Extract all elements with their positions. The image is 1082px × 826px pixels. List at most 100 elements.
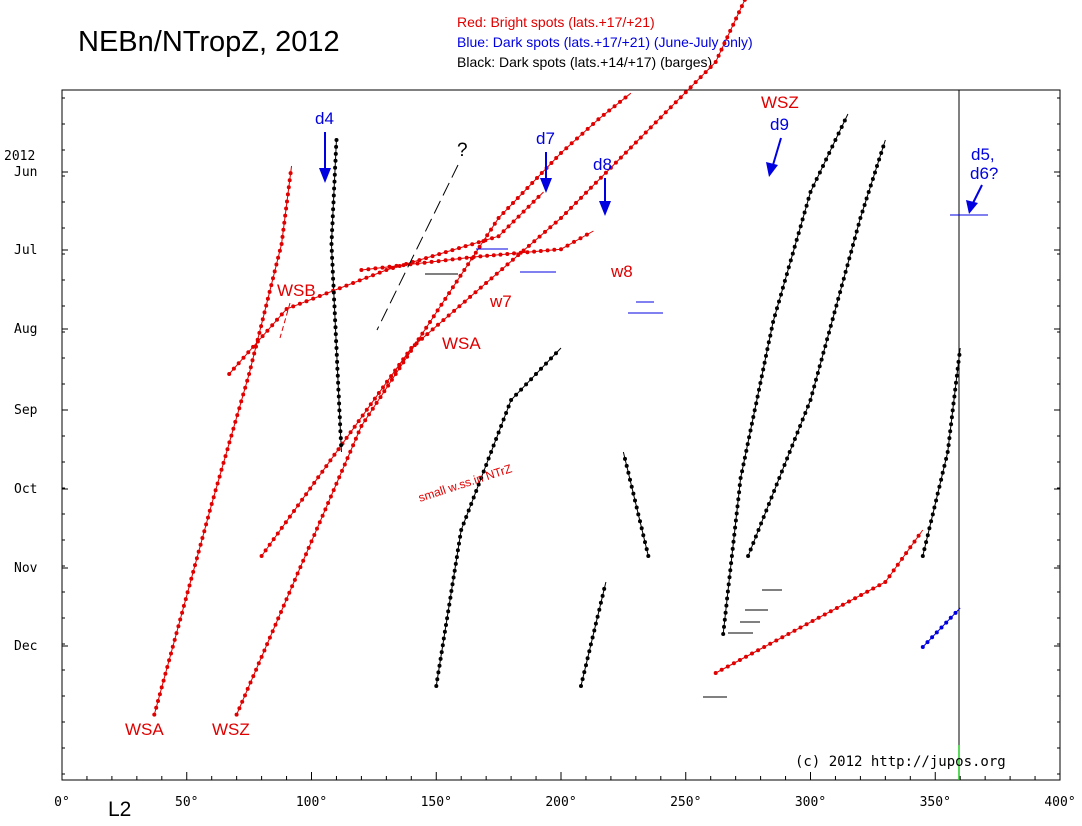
data-point [746, 554, 751, 558]
data-point [189, 576, 194, 581]
data-point [948, 615, 953, 620]
data-point [239, 399, 244, 404]
data-point [332, 311, 337, 316]
data-point [277, 248, 282, 253]
data-point [328, 458, 333, 463]
data-point [458, 273, 463, 278]
data-point [638, 519, 642, 524]
legend-red: Red: Bright spots (lats.+17/+21) [457, 14, 655, 30]
data-point [757, 387, 761, 392]
data-point [864, 196, 869, 201]
dashed-track-wsb [279, 302, 291, 339]
data-point [725, 35, 730, 40]
data-point [773, 313, 777, 318]
data-point [834, 606, 839, 610]
data-point [353, 436, 358, 441]
data-point [450, 248, 455, 253]
data-point [658, 115, 663, 120]
data-point [337, 401, 342, 406]
data-point [485, 253, 490, 258]
data-point [385, 379, 389, 384]
data-point [292, 509, 296, 513]
data-point [440, 643, 445, 648]
data-point [334, 144, 339, 149]
data-point [264, 303, 269, 308]
annotation-d4: d4 [315, 109, 334, 128]
data-point [780, 635, 785, 640]
data-point [543, 229, 547, 234]
data-point [241, 392, 246, 397]
data-point [944, 620, 949, 625]
data-point [559, 216, 563, 220]
data-point [565, 243, 570, 248]
data-point [755, 394, 760, 399]
data-point [574, 200, 578, 205]
data-point [868, 183, 873, 188]
data-point [430, 254, 435, 259]
data-point [471, 255, 476, 259]
data-point [345, 456, 350, 461]
data-point [382, 389, 387, 394]
data-point [939, 625, 944, 630]
data-point [526, 204, 531, 209]
data-point [808, 190, 813, 194]
data-point [331, 207, 336, 212]
data-point [593, 621, 598, 626]
data-point [758, 381, 763, 385]
data-point [713, 671, 718, 675]
data-point [336, 394, 341, 399]
data-point [351, 443, 356, 448]
data-point [492, 221, 497, 226]
x-tick-label: 100° [296, 795, 327, 810]
data-point [775, 306, 779, 311]
data-point [879, 151, 884, 155]
data-point [270, 629, 275, 634]
data-point [803, 411, 808, 415]
data-point [263, 548, 268, 553]
data-point [731, 661, 736, 666]
data-point [384, 268, 389, 272]
data-point [446, 609, 451, 614]
x-axis-label: L2 [108, 798, 131, 821]
data-point [887, 574, 892, 579]
data-point [334, 481, 339, 486]
data-point [206, 515, 210, 520]
data-point [438, 656, 443, 661]
data-point [424, 256, 428, 261]
data-point [646, 554, 651, 558]
data-point [824, 157, 829, 162]
data-point [536, 194, 541, 199]
data-point [768, 333, 773, 338]
data-point [744, 448, 749, 453]
data-point [430, 327, 435, 332]
data-point [749, 421, 754, 426]
data-point [814, 177, 819, 181]
data-point [284, 307, 289, 311]
data-point [532, 249, 537, 254]
annotation-wsa-mid: WSA [442, 334, 481, 353]
data-point [739, 4, 744, 9]
data-point [765, 347, 770, 352]
chart-title: NEBn/NTropZ, 2012 [78, 26, 340, 58]
data-point [193, 563, 197, 568]
data-point [624, 463, 629, 468]
data-point [457, 256, 462, 261]
data-point [163, 671, 168, 676]
data-point [858, 216, 863, 220]
data-point [429, 259, 434, 264]
data-point [337, 415, 342, 420]
data-point [922, 547, 927, 552]
data-point [934, 498, 939, 503]
data-point [761, 367, 766, 372]
data-point [553, 220, 558, 225]
data-point [780, 285, 785, 290]
data-point [521, 209, 526, 214]
data-point [474, 489, 479, 493]
data-point [496, 430, 501, 435]
data-point [584, 663, 588, 668]
data-point [752, 408, 757, 413]
data-point [821, 164, 825, 168]
data-point [260, 317, 265, 322]
data-point [510, 257, 515, 262]
data-point [725, 589, 730, 594]
